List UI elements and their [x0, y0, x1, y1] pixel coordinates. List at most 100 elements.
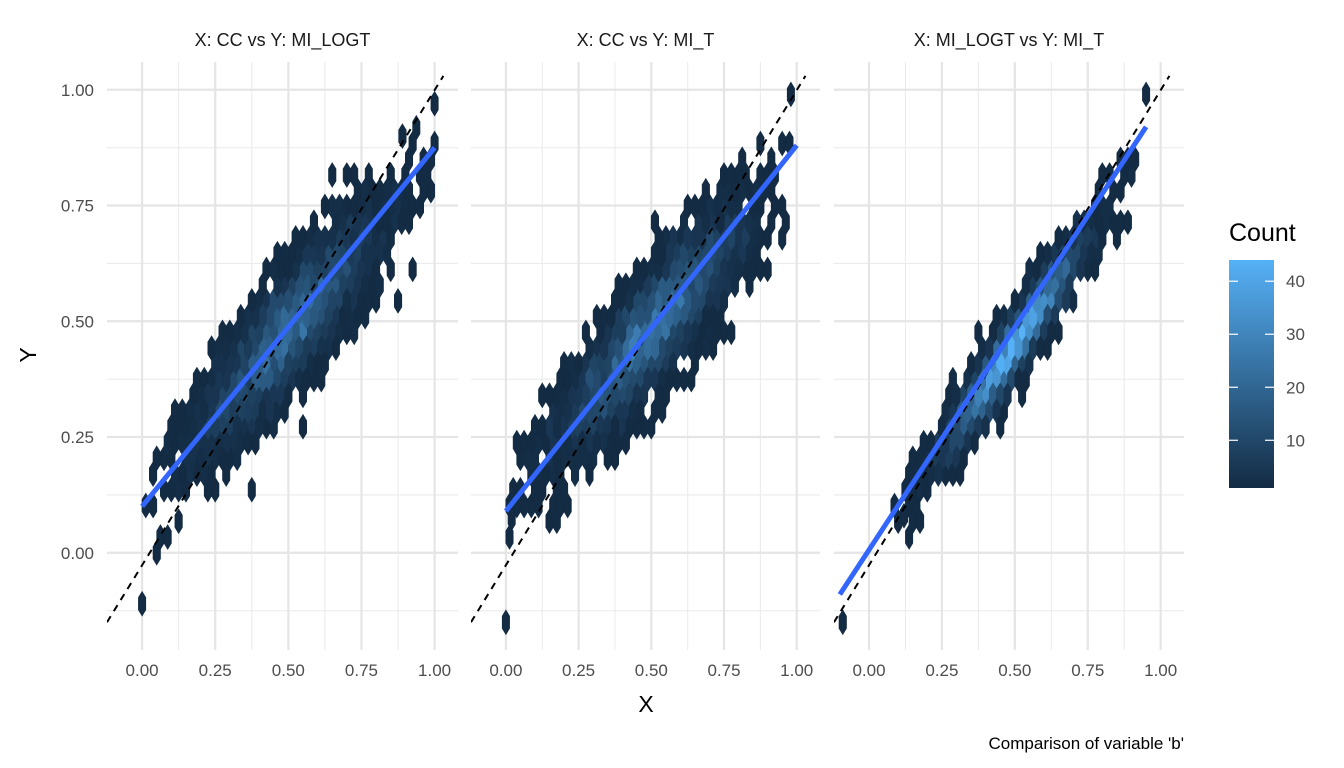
- hex-cell: [636, 303, 645, 330]
- hex-cell: [538, 413, 547, 440]
- hex-cell: [690, 193, 699, 220]
- x-tick-label: 1.00: [780, 661, 813, 680]
- hex-cell: [192, 461, 201, 487]
- hex-cell: [505, 524, 514, 550]
- y-tick-label: 0.00: [61, 544, 94, 563]
- y-tick-label: 0.50: [61, 312, 94, 331]
- hex-cell: [545, 508, 554, 535]
- hex-cell: [545, 382, 554, 409]
- hex-cell: [1091, 256, 1100, 283]
- hex-cell: [1036, 335, 1045, 361]
- hex-cell: [629, 398, 638, 424]
- hex-cell: [778, 130, 787, 157]
- hex-cell: [331, 335, 340, 361]
- hex-cell: [266, 398, 275, 424]
- hex-cell: [1032, 256, 1041, 283]
- hex-cell: [262, 256, 271, 283]
- x-tick-label: 0.00: [126, 661, 159, 680]
- hex-cell-outlier: [138, 590, 147, 617]
- hex-cell: [218, 445, 227, 472]
- hex-cell: [225, 319, 234, 346]
- hex-cell: [192, 366, 201, 393]
- hex-cell: [745, 272, 754, 299]
- x-tick-label: 0.50: [998, 661, 1031, 680]
- hexbin-cells: [138, 90, 439, 617]
- hex-cell: [650, 209, 659, 236]
- legend-colorbar: [1229, 260, 1274, 488]
- hex-cell: [640, 413, 649, 440]
- hex-cell: [284, 351, 293, 377]
- x-tick-label: 0.75: [345, 661, 378, 680]
- hex-cell: [320, 193, 329, 220]
- hex-cell: [996, 413, 1005, 440]
- hex-cell-outlier: [398, 123, 407, 149]
- hex-cell: [552, 413, 561, 440]
- hex-cell: [778, 193, 787, 220]
- x-tick-label: 0.50: [635, 661, 668, 680]
- hex-cell: [255, 413, 264, 440]
- hex-cell: [1014, 335, 1023, 361]
- hex-cell: [167, 413, 176, 440]
- hex-cell: [328, 288, 337, 314]
- hex-cell: [298, 225, 307, 251]
- hex-cell: [207, 335, 216, 361]
- hex-cell: [149, 461, 158, 487]
- legend-tick-label: 40: [1286, 272, 1305, 291]
- hex-cell: [618, 319, 627, 346]
- hex-cell: [916, 508, 925, 535]
- hex-cell: [174, 508, 183, 535]
- hex-cell: [207, 461, 216, 487]
- hex-cell: [690, 288, 699, 314]
- hex-cell: [905, 524, 914, 550]
- facet-panel-1: X: CC vs Y: MI_LOGT 0.00 0.25 0.50 0.75 1.00 0…: [61, 30, 458, 680]
- facet-panel-3: X: MI_LOGT vs Y: MI_T 0.00 0.25 0.50 0.75 1.0…: [834, 30, 1184, 680]
- hex-cell: [694, 335, 703, 361]
- hex-cell: [603, 445, 612, 472]
- hex-cell: [309, 209, 318, 236]
- hex-cell: [560, 351, 569, 377]
- fit-line: [837, 125, 1149, 596]
- hex-cell: [247, 288, 256, 314]
- hex-cell: [244, 429, 253, 456]
- hex-cell: [1116, 177, 1125, 204]
- hex-cell: [734, 256, 743, 283]
- y-tick-label: 0.75: [61, 197, 94, 216]
- hex-cell: [680, 366, 688, 393]
- hex-cell: [683, 319, 692, 346]
- hex-cell: [1061, 288, 1070, 314]
- hex-cell: [720, 162, 728, 188]
- hex-cell: [317, 366, 326, 393]
- hex-cell: [607, 303, 616, 330]
- hex-cell: [574, 351, 583, 377]
- hex-cell: [716, 209, 725, 236]
- hex-cell: [1018, 382, 1027, 409]
- hex-cell: [919, 429, 928, 456]
- hex-cell: [625, 288, 634, 314]
- hex-cell: [632, 256, 641, 283]
- hex-cell: [236, 303, 245, 330]
- hex-cell: [1003, 382, 1012, 409]
- x-tick-label: 0.25: [562, 661, 595, 680]
- hex-cell: [512, 429, 521, 456]
- hex-cell: [970, 429, 979, 456]
- x-tick-label: 0.25: [199, 661, 232, 680]
- x-tick-label: 0.00: [852, 661, 885, 680]
- hex-cell: [375, 272, 384, 299]
- hex-cell: [298, 382, 307, 409]
- hex-cell: [763, 256, 772, 283]
- hex-cell: [247, 476, 256, 503]
- hex-cell: [778, 225, 787, 251]
- x-axis-title: X: [638, 691, 653, 717]
- hex-cell: [614, 272, 623, 299]
- x-tick-label: 0.50: [272, 661, 305, 680]
- x-tick-label: 0.25: [925, 661, 958, 680]
- fit-line: [503, 143, 799, 513]
- legend-title: Count: [1229, 219, 1296, 247]
- hex-cell-outlier: [501, 609, 510, 636]
- hex-cell: [592, 429, 601, 456]
- hex-cell: [952, 382, 961, 409]
- hex-cell: [1054, 319, 1063, 346]
- hex-cell: [280, 398, 289, 424]
- hex-cell: [967, 351, 976, 377]
- hex-cell: [1098, 162, 1107, 188]
